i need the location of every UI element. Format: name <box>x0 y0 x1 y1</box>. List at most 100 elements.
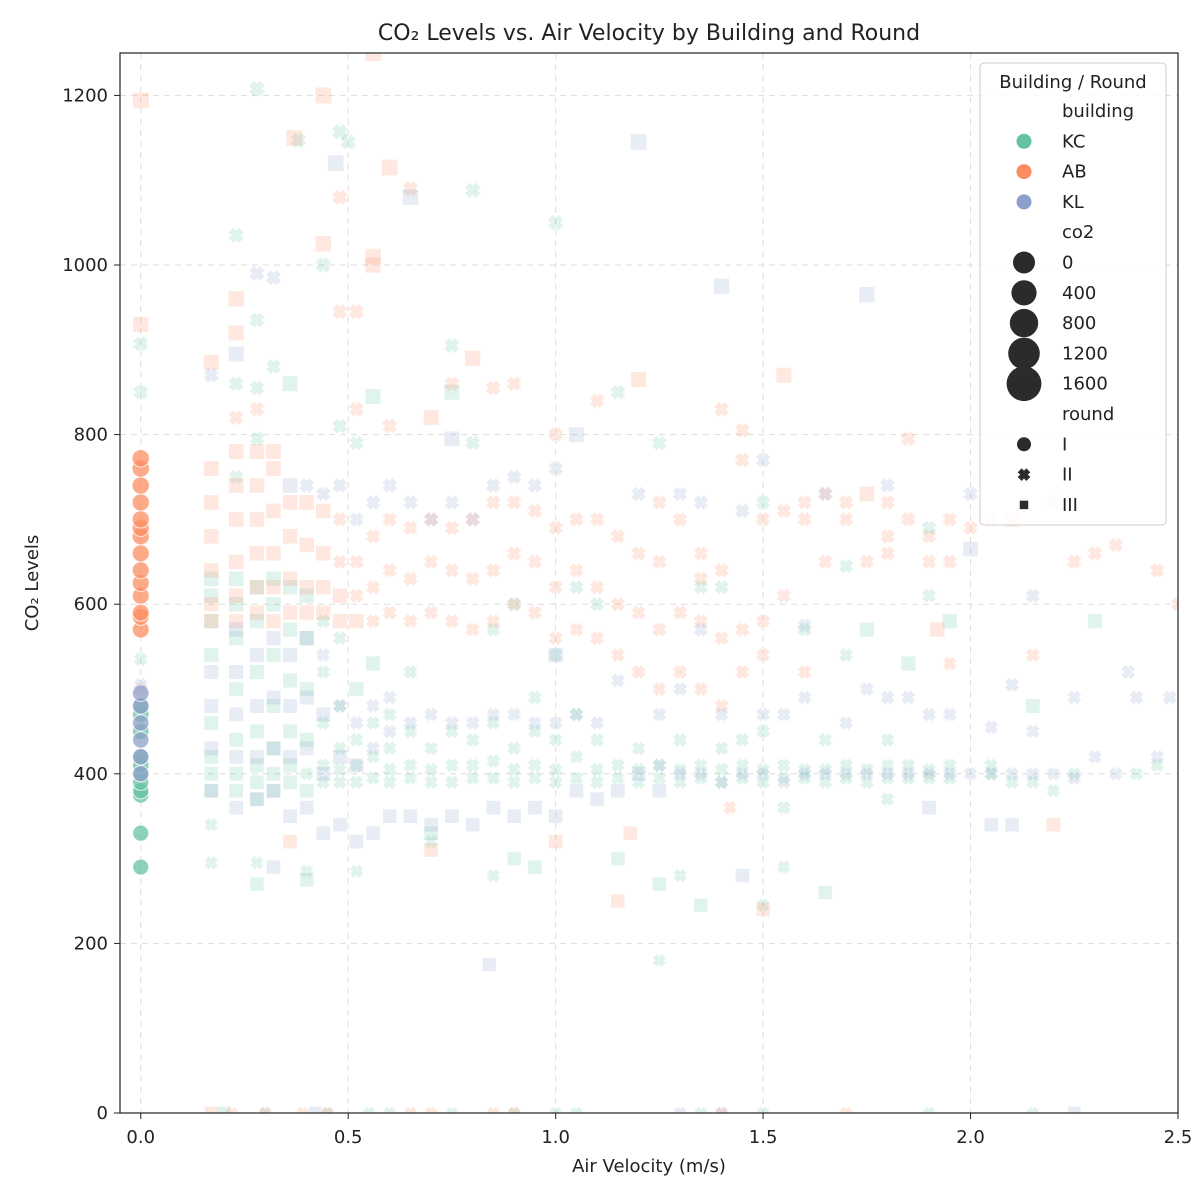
point-ab-round-iii <box>315 236 332 252</box>
point-kl-round-ii <box>1025 724 1040 739</box>
point-kl-round-ii <box>693 766 708 781</box>
point-kl-round-ii <box>444 495 460 510</box>
legend-label-ab: AB <box>1062 162 1087 183</box>
point-kc-round-ii <box>818 775 833 790</box>
point-kc-round-i <box>132 824 150 842</box>
point-kc-round-ii <box>652 953 666 967</box>
point-kc-round-ii <box>332 698 347 713</box>
point-ab-round-ii <box>332 304 348 320</box>
data-points <box>131 53 1178 1113</box>
point-kl-round-iii <box>332 749 347 764</box>
legend-title: Building / Round <box>999 72 1146 93</box>
point-ab-round-iii <box>465 350 481 366</box>
point-kl-round-iii <box>316 826 331 840</box>
point-kl-round-ii <box>590 715 605 730</box>
point-ab-round-ii <box>672 605 688 620</box>
point-kl-round-iii <box>482 957 496 972</box>
point-kc-round-ii <box>838 558 854 574</box>
point-kc-round-ii <box>569 707 584 722</box>
point-kc-round-ii <box>590 775 605 790</box>
point-ab-round-iii <box>249 512 265 527</box>
point-kc-round-ii <box>756 724 771 739</box>
point-kl-round-iii <box>403 809 418 824</box>
legend-round-label-iii: III <box>1062 495 1078 516</box>
point-kc-round-iii <box>818 885 833 900</box>
point-kl-round-iii <box>250 792 264 807</box>
point-ab-round-ii <box>349 554 364 570</box>
point-ab-round-iii <box>266 444 281 459</box>
point-kc-round-ii <box>204 856 219 870</box>
point-ab-round-ii <box>569 622 584 637</box>
point-kc-round-ii <box>756 762 771 777</box>
point-kc-round-ii <box>507 1106 521 1113</box>
point-ab-round-ii <box>403 614 418 629</box>
point-ab-round-iii <box>611 894 625 908</box>
point-kc-round-iii <box>266 783 281 798</box>
point-kc-round-ii <box>316 775 331 790</box>
point-kl-round-ii <box>548 461 564 476</box>
point-ab-round-ii <box>486 495 501 510</box>
point-ab-round-ii <box>506 376 522 392</box>
point-kl-round-iii <box>349 758 364 773</box>
point-kc-round-iii <box>250 775 264 790</box>
point-ab-round-ii <box>797 495 812 510</box>
point-kc-round-ii <box>382 741 397 756</box>
point-kc-round-ii <box>984 766 999 781</box>
point-kl-round-ii <box>673 1106 687 1113</box>
point-kl-round-ii <box>735 766 750 781</box>
point-kl-round-ii <box>382 690 397 705</box>
point-kl-round-ii <box>1004 677 1020 692</box>
point-ab-round-ii <box>444 376 460 392</box>
point-kc-round-ii <box>880 732 895 747</box>
point-kc-round-ii <box>880 758 895 773</box>
point-ab-round-ii <box>506 546 522 561</box>
point-kc-round-iii <box>266 741 281 756</box>
point-ab-round-iii <box>229 614 244 629</box>
y-tick-label: 1000 <box>62 255 108 276</box>
point-kc-round-ii <box>424 741 439 756</box>
point-kc-round-ii <box>547 214 564 231</box>
point-ab-round-ii <box>465 622 480 637</box>
point-kc-round-iii <box>366 656 381 671</box>
point-kc-round-ii <box>228 376 244 392</box>
point-ab-round-iii <box>228 588 244 603</box>
point-kc-round-ii <box>590 732 605 747</box>
point-ab-round-iii <box>249 478 265 493</box>
x-tick-label: 1.0 <box>541 1127 570 1148</box>
point-kc-round-iii <box>266 766 281 781</box>
point-kc-round-iii <box>250 877 264 891</box>
point-ab-round-ii <box>714 401 730 417</box>
point-kc-round-ii <box>249 312 265 328</box>
legend-round-label-i: I <box>1062 434 1067 455</box>
point-kl-round-ii <box>382 478 398 493</box>
point-kl-round-iii <box>630 134 647 150</box>
point-kl-round-ii <box>755 452 771 468</box>
point-ab-round-ii <box>756 647 771 663</box>
point-kl-round-ii <box>1108 766 1123 781</box>
point-kl-round-iii <box>299 741 314 756</box>
point-ab-round-iii <box>249 605 265 620</box>
point-ab-round-ii <box>1108 537 1124 553</box>
point-kc-round-ii <box>714 762 729 777</box>
point-kc-round-ii <box>133 336 149 352</box>
point-kc-round-ii <box>1026 1106 1040 1113</box>
point-kl-round-ii <box>610 673 625 688</box>
legend-swatch-ab <box>1016 164 1032 180</box>
legend-size-label: 400 <box>1062 283 1096 304</box>
point-ab-round-iii <box>266 580 281 595</box>
point-kl-round-iii <box>735 868 750 883</box>
point-kc-round-ii <box>652 758 667 773</box>
point-kc-round-ii <box>507 741 522 756</box>
point-kc-round-iii <box>299 732 314 747</box>
point-kl-round-ii <box>839 715 854 730</box>
point-kl-round-ii <box>714 707 729 722</box>
point-kc-round-ii <box>651 435 667 451</box>
point-kc-round-ii <box>332 418 348 434</box>
point-kl-round-ii <box>942 766 957 781</box>
point-kl-round-iii <box>204 741 219 756</box>
point-kl-round-iii <box>486 800 501 815</box>
point-ab-round-iii <box>776 367 792 383</box>
point-kc-round-ii <box>316 664 331 680</box>
point-kl-round-ii <box>756 707 771 722</box>
point-ab-round-ii <box>610 647 625 663</box>
